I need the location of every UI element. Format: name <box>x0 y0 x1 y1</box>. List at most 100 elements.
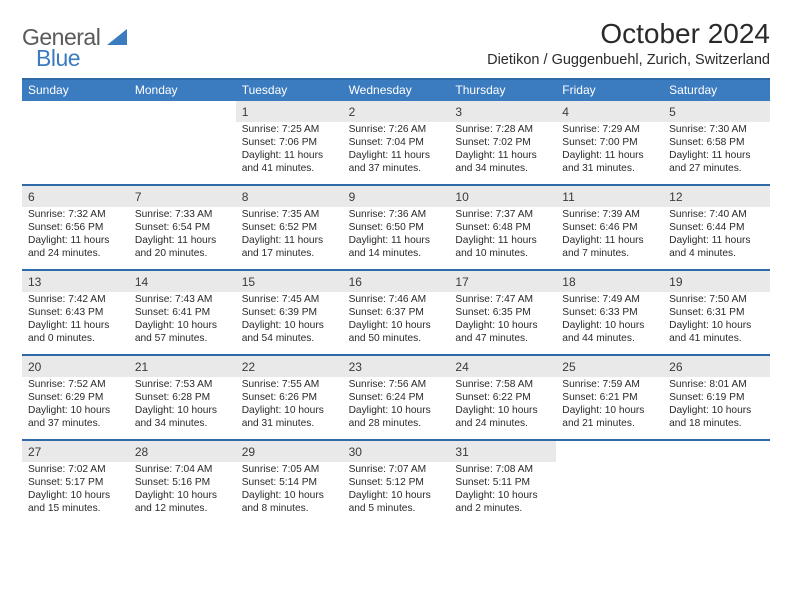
day-number-cell: 1 <box>236 101 343 122</box>
day-content-cell: Sunrise: 7:08 AMSunset: 5:11 PMDaylight:… <box>449 462 556 524</box>
sunset-text: Sunset: 6:19 PM <box>669 391 764 404</box>
sunset-text: Sunset: 6:26 PM <box>242 391 337 404</box>
sunset-text: Sunset: 6:43 PM <box>28 306 123 319</box>
day-number: 21 <box>135 360 148 374</box>
sunrise-text: Sunrise: 7:26 AM <box>349 123 444 136</box>
daylight-text: Daylight: 11 hours and 0 minutes. <box>28 319 123 345</box>
day-number: 14 <box>135 275 148 289</box>
weekday-header: Monday <box>129 80 236 101</box>
daylight-text: Daylight: 10 hours and 5 minutes. <box>349 489 444 515</box>
weekday-header: Saturday <box>663 80 770 101</box>
day-number-cell: 20 <box>22 356 129 377</box>
day-number-cell: 7 <box>129 186 236 207</box>
day-number: 1 <box>242 105 249 119</box>
day-content-cell: Sunrise: 7:42 AMSunset: 6:43 PMDaylight:… <box>22 292 129 354</box>
sunrise-text: Sunrise: 7:33 AM <box>135 208 230 221</box>
weeks-container: 12345Sunrise: 7:25 AMSunset: 7:06 PMDayl… <box>22 101 770 524</box>
week-daynum-row: 12345 <box>22 101 770 122</box>
day-number-cell: 18 <box>556 271 663 292</box>
day-content-cell: Sunrise: 7:25 AMSunset: 7:06 PMDaylight:… <box>236 122 343 184</box>
day-number-cell: 27 <box>22 441 129 462</box>
day-number-cell: 5 <box>663 101 770 122</box>
day-number: 6 <box>28 190 35 204</box>
day-content-cell: Sunrise: 7:50 AMSunset: 6:31 PMDaylight:… <box>663 292 770 354</box>
daylight-text: Daylight: 11 hours and 14 minutes. <box>349 234 444 260</box>
day-number: 29 <box>242 445 255 459</box>
day-number-cell: 15 <box>236 271 343 292</box>
day-number: 10 <box>455 190 468 204</box>
daylight-text: Daylight: 11 hours and 24 minutes. <box>28 234 123 260</box>
day-number-cell: 14 <box>129 271 236 292</box>
daylight-text: Daylight: 10 hours and 54 minutes. <box>242 319 337 345</box>
sunrise-text: Sunrise: 7:52 AM <box>28 378 123 391</box>
sunset-text: Sunset: 7:00 PM <box>562 136 657 149</box>
day-content-cell: Sunrise: 7:26 AMSunset: 7:04 PMDaylight:… <box>343 122 450 184</box>
sunset-text: Sunset: 6:54 PM <box>135 221 230 234</box>
day-content-cell: Sunrise: 7:07 AMSunset: 5:12 PMDaylight:… <box>343 462 450 524</box>
sunrise-text: Sunrise: 7:43 AM <box>135 293 230 306</box>
daylight-text: Daylight: 11 hours and 10 minutes. <box>455 234 550 260</box>
daylight-text: Daylight: 10 hours and 15 minutes. <box>28 489 123 515</box>
sunrise-text: Sunrise: 7:58 AM <box>455 378 550 391</box>
daylight-text: Daylight: 10 hours and 57 minutes. <box>135 319 230 345</box>
day-content-cell: Sunrise: 7:47 AMSunset: 6:35 PMDaylight:… <box>449 292 556 354</box>
sunset-text: Sunset: 6:52 PM <box>242 221 337 234</box>
day-content-cell: Sunrise: 7:05 AMSunset: 5:14 PMDaylight:… <box>236 462 343 524</box>
day-content-cell <box>22 122 129 184</box>
day-number: 5 <box>669 105 676 119</box>
day-content-cell <box>129 122 236 184</box>
day-content-cell: Sunrise: 7:28 AMSunset: 7:02 PMDaylight:… <box>449 122 556 184</box>
sunrise-text: Sunrise: 7:36 AM <box>349 208 444 221</box>
day-number-cell: 22 <box>236 356 343 377</box>
sunrise-text: Sunrise: 7:50 AM <box>669 293 764 306</box>
day-number-cell <box>22 101 129 122</box>
day-content-cell: Sunrise: 7:52 AMSunset: 6:29 PMDaylight:… <box>22 377 129 439</box>
sunset-text: Sunset: 5:11 PM <box>455 476 550 489</box>
day-content-cell: Sunrise: 7:46 AMSunset: 6:37 PMDaylight:… <box>343 292 450 354</box>
day-number: 18 <box>562 275 575 289</box>
sunrise-text: Sunrise: 7:04 AM <box>135 463 230 476</box>
day-number-cell: 12 <box>663 186 770 207</box>
sunrise-text: Sunrise: 8:01 AM <box>669 378 764 391</box>
daylight-text: Daylight: 11 hours and 41 minutes. <box>242 149 337 175</box>
day-number: 8 <box>242 190 249 204</box>
day-number: 3 <box>455 105 462 119</box>
calendar-page: General Blue October 2024 Dietikon / Gug… <box>0 0 792 524</box>
day-number-cell: 29 <box>236 441 343 462</box>
day-number: 16 <box>349 275 362 289</box>
day-number: 31 <box>455 445 468 459</box>
sunrise-text: Sunrise: 7:49 AM <box>562 293 657 306</box>
sunset-text: Sunset: 6:28 PM <box>135 391 230 404</box>
month-title: October 2024 <box>487 18 770 50</box>
daylight-text: Daylight: 10 hours and 47 minutes. <box>455 319 550 345</box>
day-content-cell: Sunrise: 7:43 AMSunset: 6:41 PMDaylight:… <box>129 292 236 354</box>
day-number-cell: 13 <box>22 271 129 292</box>
sunset-text: Sunset: 6:56 PM <box>28 221 123 234</box>
day-content-cell <box>556 462 663 524</box>
day-content-cell: Sunrise: 7:36 AMSunset: 6:50 PMDaylight:… <box>343 207 450 269</box>
daylight-text: Daylight: 10 hours and 50 minutes. <box>349 319 444 345</box>
calendar-grid: Sunday Monday Tuesday Wednesday Thursday… <box>22 78 770 524</box>
day-content-cell: Sunrise: 7:33 AMSunset: 6:54 PMDaylight:… <box>129 207 236 269</box>
weekday-header-row: Sunday Monday Tuesday Wednesday Thursday… <box>22 80 770 101</box>
day-number: 22 <box>242 360 255 374</box>
day-number: 9 <box>349 190 356 204</box>
week-content-row: Sunrise: 7:42 AMSunset: 6:43 PMDaylight:… <box>22 292 770 354</box>
weekday-header: Sunday <box>22 80 129 101</box>
location-text: Dietikon / Guggenbuehl, Zurich, Switzerl… <box>487 52 770 68</box>
day-content-cell <box>663 462 770 524</box>
sunset-text: Sunset: 6:22 PM <box>455 391 550 404</box>
day-number-cell: 10 <box>449 186 556 207</box>
sunrise-text: Sunrise: 7:45 AM <box>242 293 337 306</box>
sunset-text: Sunset: 7:06 PM <box>242 136 337 149</box>
day-content-cell: Sunrise: 7:37 AMSunset: 6:48 PMDaylight:… <box>449 207 556 269</box>
day-number: 23 <box>349 360 362 374</box>
day-number-cell: 9 <box>343 186 450 207</box>
daylight-text: Daylight: 11 hours and 4 minutes. <box>669 234 764 260</box>
weekday-header: Friday <box>556 80 663 101</box>
day-content-cell: Sunrise: 7:58 AMSunset: 6:22 PMDaylight:… <box>449 377 556 439</box>
day-number-cell: 21 <box>129 356 236 377</box>
daylight-text: Daylight: 11 hours and 20 minutes. <box>135 234 230 260</box>
day-content-cell: Sunrise: 7:56 AMSunset: 6:24 PMDaylight:… <box>343 377 450 439</box>
sunset-text: Sunset: 6:41 PM <box>135 306 230 319</box>
